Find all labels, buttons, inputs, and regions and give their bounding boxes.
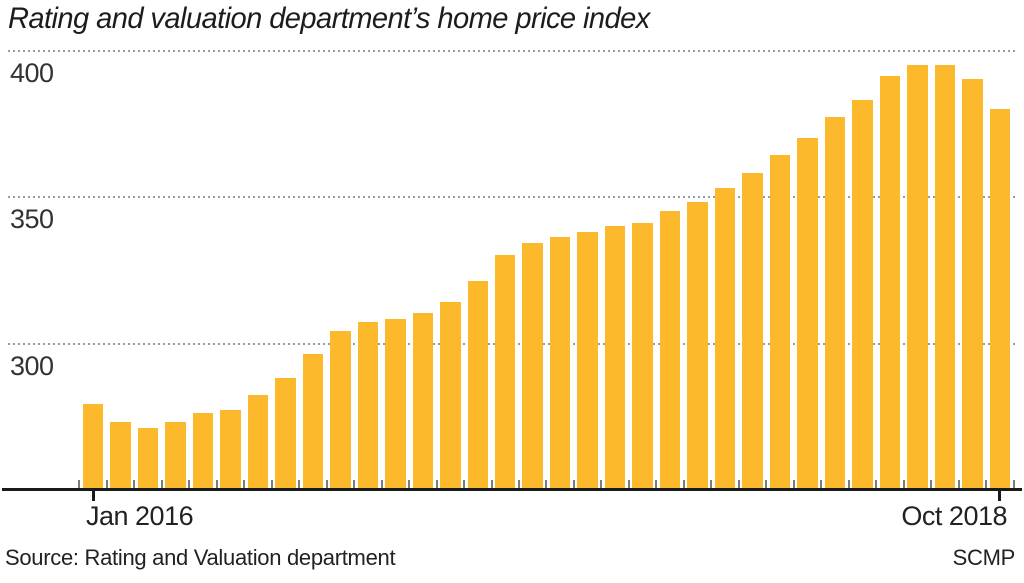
bar-jun-2018 — [879, 76, 901, 489]
gridline-350 — [8, 196, 1016, 199]
bar-oct-2017 — [659, 211, 681, 489]
bar-sep-2018 — [962, 79, 983, 489]
minor-tick — [353, 480, 356, 489]
bar-mar-2018 — [797, 137, 818, 489]
bar-dec-2017 — [714, 187, 736, 489]
bar-feb-2017 — [440, 301, 461, 489]
chart-title: Rating and valuation department’s home p… — [8, 2, 650, 35]
bar-aug-2016 — [275, 377, 296, 489]
minor-tick — [572, 480, 575, 489]
minor-tick — [435, 480, 438, 489]
minor-tick — [682, 480, 685, 489]
minor-tick — [490, 480, 493, 489]
bar-jan-2017 — [412, 313, 433, 489]
x-axis-line — [2, 488, 1022, 491]
minor-tick — [270, 480, 273, 489]
minor-tick — [215, 480, 218, 489]
bar-mar-2016 — [137, 427, 159, 489]
bar-may-2016 — [192, 412, 214, 489]
minor-tick — [820, 480, 823, 489]
bar-may-2018 — [852, 99, 873, 489]
minor-tick — [710, 480, 713, 489]
bar-jan-2018 — [742, 172, 763, 489]
minor-tick — [517, 480, 520, 489]
minor-tick — [737, 480, 740, 489]
minor-tick — [243, 480, 246, 489]
bar-mar-2017 — [467, 281, 488, 489]
minor-tick — [1012, 480, 1015, 489]
minor-tick — [545, 480, 548, 489]
minor-tick — [985, 480, 988, 489]
x-axis-label-last: Oct 2018 — [901, 501, 1007, 531]
y-axis-label-300: 300 — [10, 350, 54, 381]
bar-may-2017 — [522, 243, 543, 489]
minor-tick — [600, 480, 603, 489]
bar-sep-2017 — [632, 222, 653, 489]
bar-sep-2016 — [302, 354, 324, 489]
y-axis-label-400: 400 — [10, 58, 54, 88]
gridline-400 — [8, 50, 1016, 52]
minor-tick — [133, 480, 136, 489]
bar-apr-2017 — [494, 254, 516, 489]
bar-feb-2018 — [769, 155, 791, 489]
bar-jun-2017 — [549, 237, 571, 489]
bar-nov-2016 — [357, 322, 379, 489]
bar-dec-2016 — [385, 319, 406, 489]
major-tick-jan-2016 — [91, 491, 95, 501]
y-axis-label-350: 350 — [10, 204, 54, 235]
bar-oct-2016 — [330, 331, 351, 489]
minor-tick — [875, 480, 878, 489]
minor-tick — [298, 480, 301, 489]
minor-tick — [188, 480, 191, 489]
bar-aug-2018 — [934, 64, 956, 489]
minor-tick — [957, 480, 960, 489]
credit-label: SCMP — [952, 545, 1016, 570]
minor-tick — [792, 480, 795, 489]
minor-tick — [160, 480, 163, 489]
minor-tick — [930, 480, 933, 489]
minor-tick — [105, 480, 108, 489]
bar-feb-2016 — [110, 421, 131, 489]
bar-jul-2018 — [907, 64, 928, 489]
x-axis-label-first: Jan 2016 — [86, 501, 194, 531]
source-label: Source: Rating and Valuation department — [5, 545, 396, 570]
bar-nov-2017 — [687, 202, 708, 489]
minor-tick — [627, 480, 630, 489]
minor-tick — [325, 480, 328, 489]
bar-aug-2017 — [604, 225, 626, 489]
minor-tick — [380, 480, 383, 489]
minor-tick — [847, 480, 850, 489]
bar-oct-2018 — [989, 108, 1011, 489]
minor-tick — [463, 480, 465, 489]
major-tick-oct-2018 — [998, 491, 1002, 501]
bar-apr-2018 — [824, 117, 846, 489]
minor-tick — [408, 480, 410, 489]
minor-tick — [765, 480, 768, 489]
bar-jan-2016 — [82, 404, 104, 489]
bar-jul-2017 — [577, 231, 598, 489]
bar-jun-2016 — [220, 410, 241, 489]
bar-jul-2016 — [247, 395, 269, 489]
minor-tick — [655, 480, 658, 489]
bar-apr-2016 — [165, 421, 186, 489]
minor-tick — [78, 480, 81, 489]
minor-tick — [902, 480, 905, 489]
